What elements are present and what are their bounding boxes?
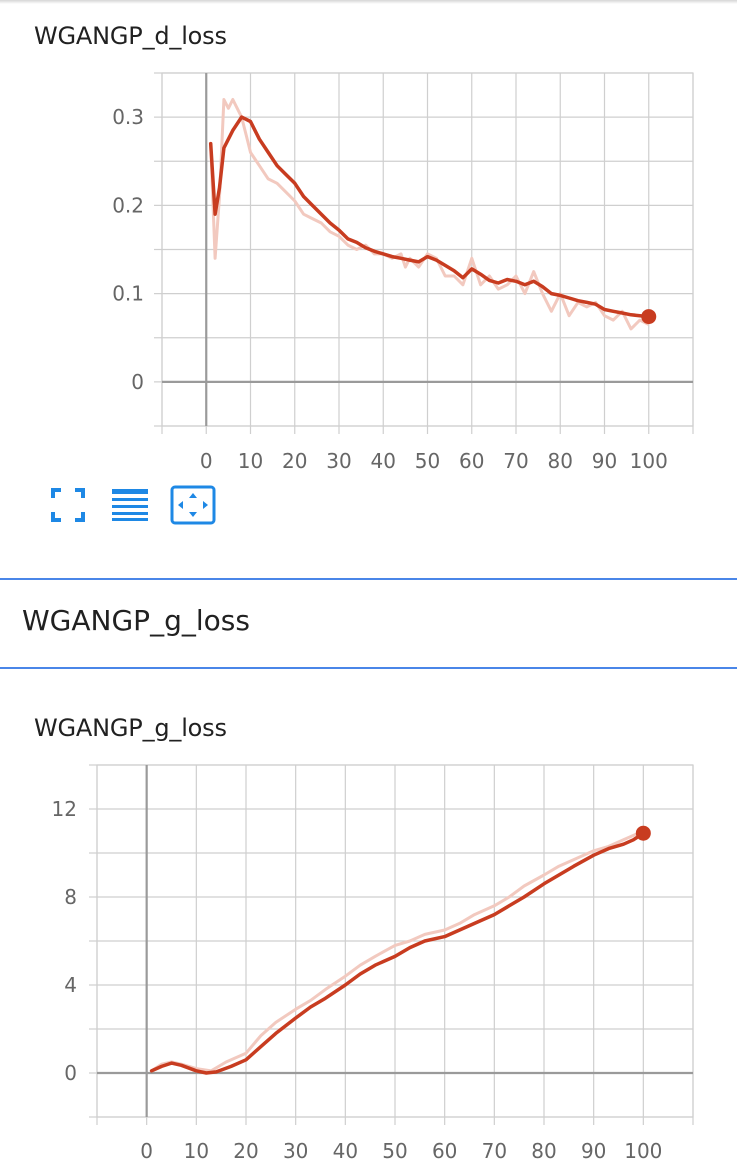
x-tick-label: 60 bbox=[459, 449, 484, 473]
x-tick-label: 60 bbox=[432, 1139, 457, 1163]
chart-title-g-loss: WGANGP_g_loss bbox=[34, 714, 227, 742]
y-tick-label: 8 bbox=[64, 885, 77, 909]
series-line-smoothed-d-loss bbox=[208, 115, 651, 319]
x-tick-label: 10 bbox=[184, 1139, 209, 1163]
x-tick-label: 0 bbox=[140, 1139, 153, 1163]
plot-border bbox=[96, 764, 694, 1118]
y-tick-label: 0 bbox=[131, 370, 144, 394]
list-lines-icon[interactable] bbox=[108, 485, 152, 525]
x-tick-label: 20 bbox=[282, 449, 307, 473]
x-tick-label: 40 bbox=[333, 1139, 358, 1163]
y-tick-label: 0.1 bbox=[112, 282, 144, 306]
x-tick-label: 70 bbox=[482, 1139, 507, 1163]
y-tick-label: 12 bbox=[52, 797, 77, 821]
series-line-raw-g-loss bbox=[150, 829, 644, 1073]
y-tick-label: 0.2 bbox=[112, 193, 144, 217]
series-end-point-g-loss bbox=[635, 825, 651, 841]
chart-title-d-loss: WGANGP_d_loss bbox=[34, 22, 227, 50]
y-tick-label: 0 bbox=[64, 1061, 77, 1085]
fit-domain-icon[interactable] bbox=[170, 485, 216, 525]
section-divider-top bbox=[0, 578, 737, 580]
series-line-raw-d-loss bbox=[209, 98, 650, 331]
section-title-g-loss[interactable]: WGANGP_g_loss bbox=[22, 604, 250, 637]
x-tick-label: 40 bbox=[371, 449, 396, 473]
x-tick-label: 100 bbox=[630, 449, 668, 473]
x-tick-label: 90 bbox=[581, 1139, 606, 1163]
series-end-point-d-loss bbox=[641, 309, 657, 325]
plot-border bbox=[161, 72, 694, 427]
chart-toolbar bbox=[50, 485, 230, 525]
x-tick-label: 30 bbox=[326, 449, 351, 473]
x-tick-label: 10 bbox=[238, 449, 263, 473]
series-line-smoothed-g-loss bbox=[149, 831, 646, 1075]
x-tick-label: 90 bbox=[592, 449, 617, 473]
y-tick-label: 0.3 bbox=[112, 105, 144, 129]
section-divider-bottom bbox=[0, 667, 737, 669]
x-tick-label: 50 bbox=[415, 449, 440, 473]
x-tick-label: 0 bbox=[200, 449, 213, 473]
fullscreen-icon[interactable] bbox=[50, 485, 94, 525]
x-tick-label: 30 bbox=[283, 1139, 308, 1163]
x-tick-label: 80 bbox=[531, 1139, 556, 1163]
x-tick-label: 100 bbox=[624, 1139, 662, 1163]
y-tick-label: 4 bbox=[64, 973, 77, 997]
x-tick-label: 20 bbox=[233, 1139, 258, 1163]
top-shadow bbox=[0, 0, 737, 4]
x-tick-label: 70 bbox=[503, 449, 528, 473]
x-tick-label: 50 bbox=[382, 1139, 407, 1163]
x-tick-label: 80 bbox=[548, 449, 573, 473]
chart-d-loss[interactable]: 0 10 20 30 40 50 60 70 80 90 100 0 0.1 0.2 0.3 bbox=[0, 0, 737, 480]
